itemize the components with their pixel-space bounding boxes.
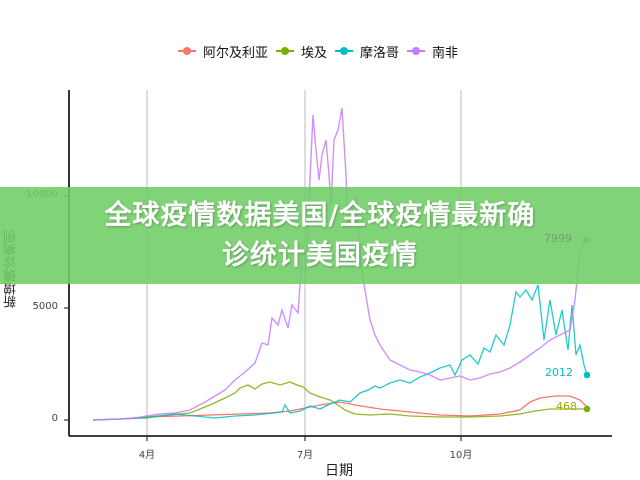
series-line-egypt — [92, 381, 587, 421]
series-line-south-africa — [92, 107, 586, 421]
legend-key-icon — [335, 44, 354, 58]
south-africa-end-label: 7999 — [544, 232, 572, 245]
legend-label: 南非 — [432, 45, 459, 61]
legend-label: 摩洛哥 — [360, 45, 400, 61]
title-overlay-banner: 全球疫情数据美国/全球疫情最新确 诊统计美国疫情 — [0, 187, 640, 284]
x-tick-label: 4月 — [138, 450, 156, 461]
legend-item-morocco: 摩洛哥 — [335, 42, 399, 61]
legend-key-icon — [276, 44, 295, 58]
series-line-morocco — [92, 284, 588, 421]
series-line-algeria — [92, 395, 588, 421]
x-tick-label: 7月 — [296, 450, 314, 461]
legend-key-icon — [407, 44, 426, 58]
legend-label: 阿尔及利亚 — [203, 45, 269, 61]
chart-legend: 阿尔及利亚 埃及 摩洛哥 南非 — [178, 40, 460, 62]
x-axis-title: 日期 — [325, 463, 353, 479]
banner-title-line-1: 全球疫情数据美国/全球疫情最新确 — [104, 199, 536, 231]
legend-item-egypt: 埃及 — [276, 42, 327, 61]
egypt-end-point — [583, 405, 591, 413]
morocco-end-point — [583, 371, 591, 379]
legend-label: 埃及 — [301, 45, 328, 61]
legend-key-icon — [178, 44, 196, 58]
y-tick-label: 5000 — [32, 301, 58, 312]
morocco-end-label: 2012 — [545, 366, 573, 379]
banner-title-line-2: 诊统计美国疫情 — [222, 239, 418, 271]
egypt-end-label: 468 — [556, 400, 577, 413]
x-tick-label: 10月 — [449, 450, 473, 461]
y-tick-label: 0 — [51, 413, 58, 424]
legend-item-south-africa: 南非 — [407, 42, 458, 61]
legend-item-algeria: 阿尔及利亚 — [178, 42, 268, 61]
